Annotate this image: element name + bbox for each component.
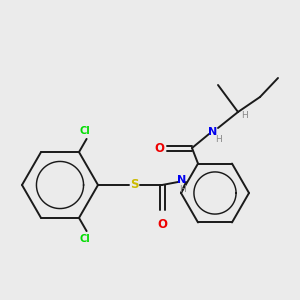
Text: H: H bbox=[241, 112, 248, 121]
Text: N: N bbox=[177, 175, 187, 185]
Text: N: N bbox=[208, 127, 217, 137]
Text: Cl: Cl bbox=[79, 126, 90, 136]
Text: O: O bbox=[154, 142, 164, 154]
Text: H: H bbox=[216, 136, 222, 145]
Text: O: O bbox=[157, 218, 167, 231]
Text: Cl: Cl bbox=[79, 234, 90, 244]
Text: S: S bbox=[130, 178, 138, 191]
Text: H: H bbox=[178, 184, 185, 194]
